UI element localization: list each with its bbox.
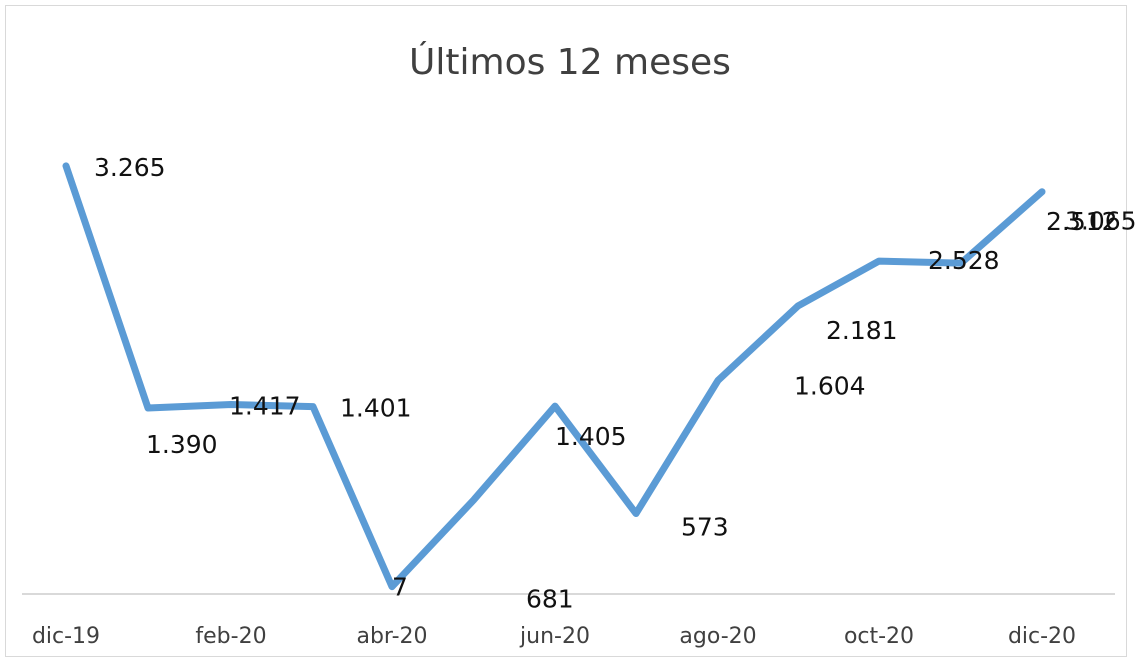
data-label: 2.528	[928, 246, 1000, 275]
data-label: 1.405	[555, 422, 627, 451]
x-tick-label: oct-20	[844, 624, 914, 649]
data-points	[65, 165, 1043, 587]
x-tick-label: dic-19	[32, 624, 100, 649]
x-tick-label: dic-20	[1008, 624, 1076, 649]
data-label: 7	[392, 573, 408, 602]
x-tick-label: feb-20	[195, 624, 266, 649]
data-label: 1.401	[340, 394, 412, 423]
data-label: 2.181	[826, 316, 898, 345]
x-tick-label: jun-20	[519, 624, 590, 649]
series-line	[62, 162, 1046, 591]
data-labels: 3.265 1.390 1.417 1.401 7 681 1.405 573 1.604 2.1…	[94, 153, 1137, 614]
x-tick-label: ago-20	[679, 624, 756, 649]
data-label: 573	[681, 513, 729, 542]
data-label: 2.512	[1046, 207, 1118, 236]
x-tick-labels: dic-19 feb-20 abr-20 jun-20 ago-20 oct-20 dic-…	[32, 624, 1076, 649]
chart-frame	[5, 5, 1127, 657]
data-label: 3.265	[94, 153, 166, 182]
data-label: 1.390	[146, 430, 218, 459]
data-label: 1.604	[794, 371, 866, 400]
x-tick-label: abr-20	[356, 624, 427, 649]
chart-title: Últimos 12 meses	[409, 41, 731, 83]
data-label: 681	[526, 585, 574, 614]
data-label: 3.065	[1065, 207, 1137, 236]
data-label: 1.417	[229, 392, 301, 421]
